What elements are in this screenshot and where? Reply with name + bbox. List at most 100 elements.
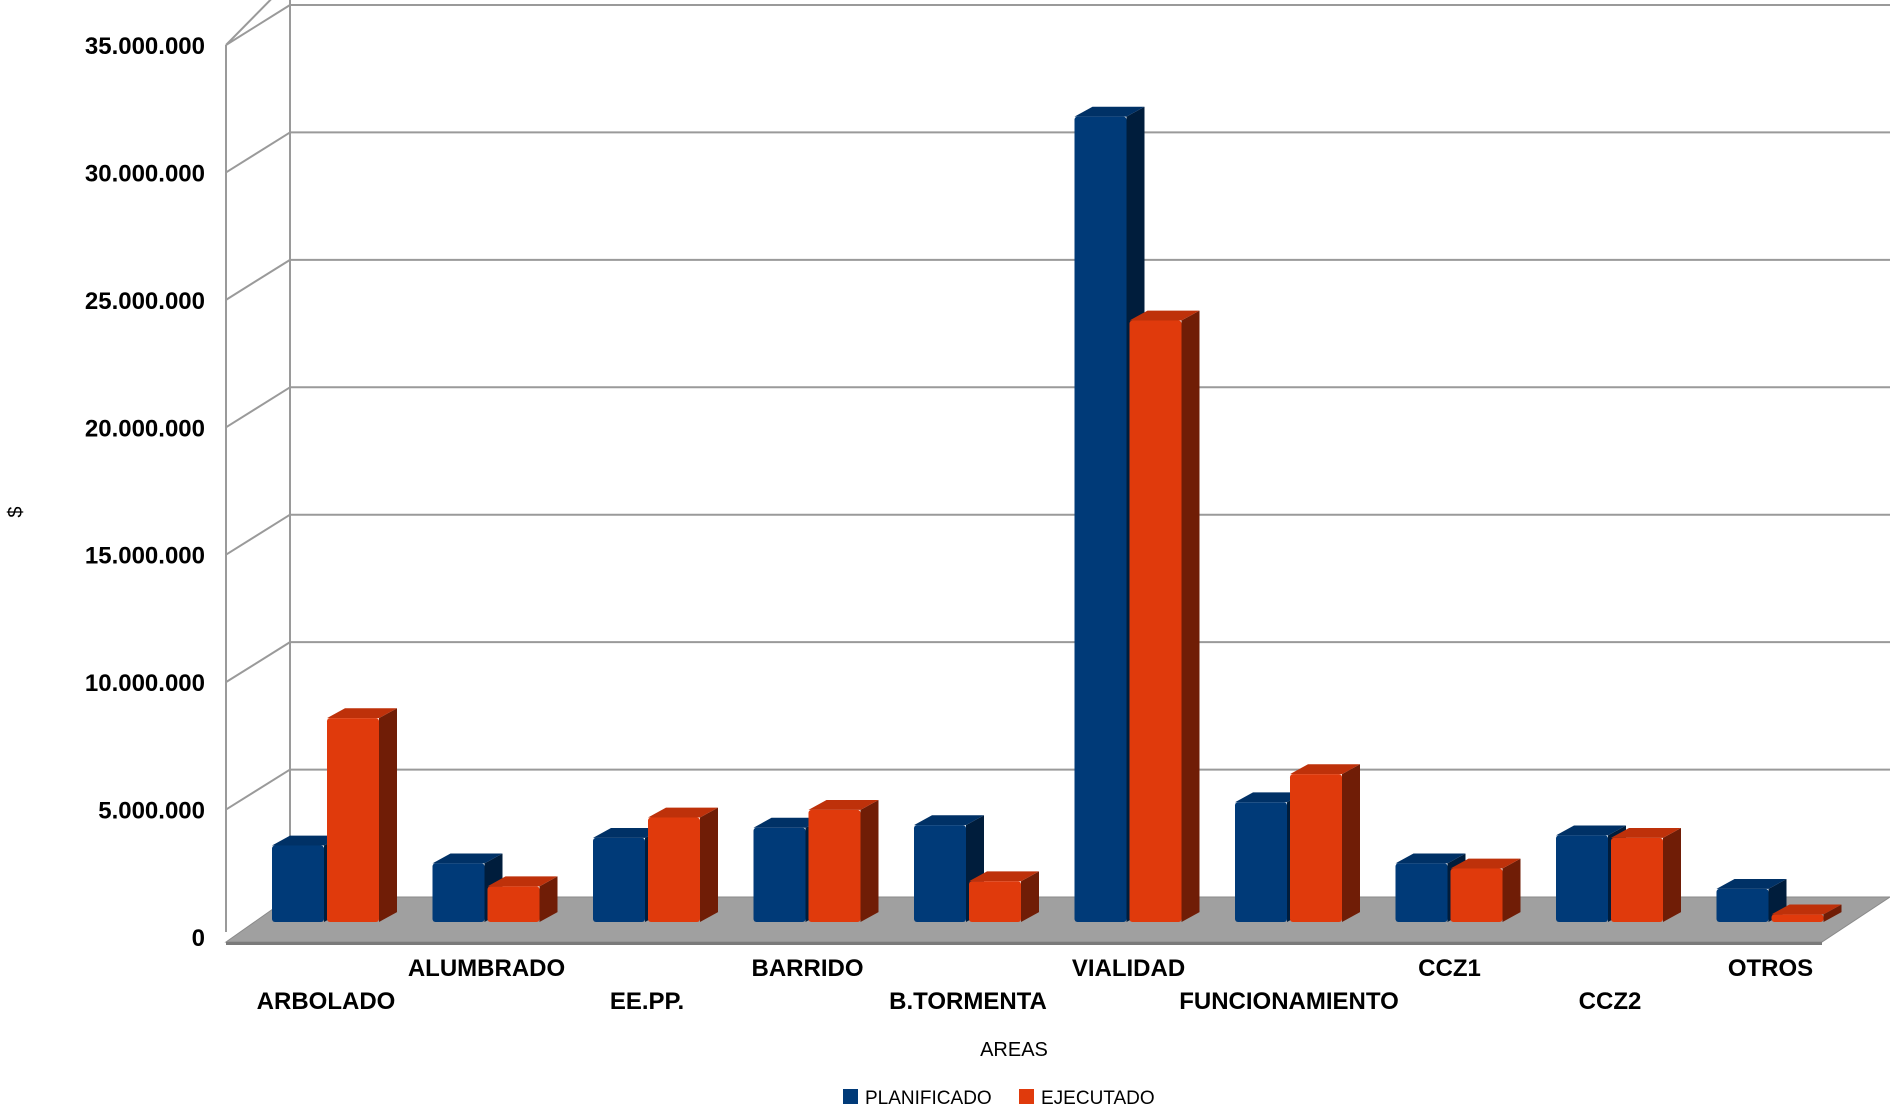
- bar-top: [593, 827, 663, 838]
- x-tick-label: VIALIDAD: [1072, 955, 1185, 982]
- bar-top: [1290, 764, 1360, 775]
- bar-front: [593, 837, 645, 922]
- bar-ejecutado-vialidad: [1129, 310, 1200, 923]
- bar-front: [1611, 837, 1663, 922]
- bar-front: [1129, 320, 1182, 923]
- bars: [272, 106, 1842, 923]
- y-tick-label: 30.000.000: [85, 160, 205, 187]
- bar-side: [1502, 858, 1521, 922]
- bar-side: [1342, 764, 1360, 922]
- y-tick-label: 15.000.000: [85, 543, 205, 570]
- x-tick-label: FUNCIONAMIENTO: [1179, 988, 1399, 1015]
- gridlines: [225, 4, 1890, 811]
- bar-ejecutado-b-tormenta: [969, 871, 1039, 922]
- bar-ejecutado-funcionamiento: [1290, 764, 1360, 922]
- bar-top: [753, 817, 824, 828]
- legend-swatch-planificado: [843, 1089, 858, 1104]
- y-tick-label: 0: [192, 925, 205, 952]
- bar-planificado-otros: [1716, 878, 1787, 922]
- bar-ejecutado-barrido: [808, 799, 879, 922]
- y-tick-label: 25.000.000: [85, 288, 205, 315]
- gridline-side: [225, 513, 291, 556]
- y-tick-label: 10.000.000: [85, 670, 205, 697]
- bar-side: [539, 876, 558, 922]
- bar-front: [969, 881, 1021, 922]
- bar-front: [1556, 835, 1608, 922]
- bar-top: [1450, 858, 1521, 869]
- gridline-side: [225, 768, 291, 811]
- bar-top: [969, 871, 1039, 882]
- legend-swatch-ejecutado: [1019, 1089, 1034, 1104]
- x-tick-label: ALUMBRADO: [408, 955, 565, 982]
- bar-top: [1716, 878, 1787, 889]
- bar-front: [1395, 863, 1448, 922]
- x-tick-label: CCZ1: [1418, 955, 1481, 982]
- y-axis-title: $: [5, 506, 27, 517]
- bar-top: [272, 835, 342, 846]
- bar-top: [1771, 904, 1842, 915]
- bar-top: [1235, 792, 1305, 803]
- bar-top: [808, 799, 879, 810]
- gridline-side: [225, 641, 291, 683]
- bar-side: [379, 708, 397, 922]
- bar-front: [1074, 116, 1127, 922]
- bar-side: [700, 807, 718, 922]
- bar-front: [648, 817, 700, 922]
- legend: PLANIFICADO EJECUTADO: [843, 1088, 1155, 1109]
- bar-ejecutado-arbolado: [327, 708, 397, 922]
- bar-front: [808, 809, 861, 922]
- bar-front: [1450, 868, 1503, 922]
- y-tick-label: 35.000.000: [85, 33, 205, 60]
- bar-ejecutado-ee-pp-: [648, 807, 718, 922]
- x-tick-label: B.TORMENTA: [889, 988, 1047, 1015]
- gridline-side: [225, 386, 291, 429]
- bar-top: [1395, 853, 1466, 864]
- bar-top: [1611, 827, 1681, 838]
- bar-front: [753, 827, 806, 922]
- bar-front: [272, 845, 324, 922]
- bar-ejecutado-alumbrado: [487, 876, 558, 922]
- bar-planificado-b-tormenta: [914, 815, 984, 922]
- gridline-side: [225, 131, 291, 174]
- x-tick-label: OTROS: [1728, 955, 1813, 982]
- bar-front: [1716, 888, 1769, 922]
- legend-label-ejecutado: EJECUTADO: [1041, 1088, 1155, 1109]
- bar-ejecutado-otros: [1771, 904, 1842, 922]
- bar-front: [327, 718, 379, 922]
- bar-top: [432, 853, 503, 864]
- bar-top: [1556, 825, 1626, 836]
- floor-edge: [226, 942, 1822, 945]
- chart-walls: [225, 0, 291, 932]
- bar-front: [487, 886, 540, 922]
- y-tick-label: 20.000.000: [85, 415, 205, 442]
- bar-front: [1290, 774, 1342, 922]
- bar-top: [1074, 106, 1145, 117]
- side-wall-top-edge: [225, 0, 272, 46]
- x-axis-title: AREAS: [980, 1039, 1048, 1061]
- x-tick-label: BARRIDO: [752, 955, 864, 982]
- gridline-side: [225, 259, 291, 301]
- y-tick-label: 5.000.000: [98, 798, 205, 825]
- bar-top: [487, 876, 558, 887]
- bar-front: [914, 825, 966, 922]
- legend-label-planificado: PLANIFICADO: [865, 1088, 992, 1109]
- bar-ejecutado-ccz1: [1450, 858, 1521, 922]
- bar-side: [1823, 904, 1842, 922]
- bar-top: [327, 708, 397, 719]
- bar-top: [648, 807, 718, 818]
- bar-ejecutado-ccz2: [1611, 827, 1681, 922]
- bar-front: [1235, 802, 1287, 922]
- bar-side: [860, 799, 879, 922]
- bar-front: [432, 863, 485, 922]
- x-tick-label: ARBOLADO: [257, 988, 396, 1015]
- bar-side: [1663, 827, 1681, 922]
- bar-side: [1181, 310, 1200, 922]
- x-tick-labels: ARBOLADO ALUMBRADO EE.PP. BARRIDO B.TORMENTA…: [257, 955, 1814, 1015]
- bar-top: [914, 815, 984, 826]
- x-tick-label: EE.PP.: [610, 988, 684, 1015]
- x-tick-label: CCZ2: [1579, 988, 1642, 1015]
- y-tick-labels: 0 5.000.000 10.000.000 15.000.000 20.000.000…: [85, 33, 205, 952]
- bar-front: [1771, 914, 1824, 922]
- gridline-side: [225, 4, 291, 46]
